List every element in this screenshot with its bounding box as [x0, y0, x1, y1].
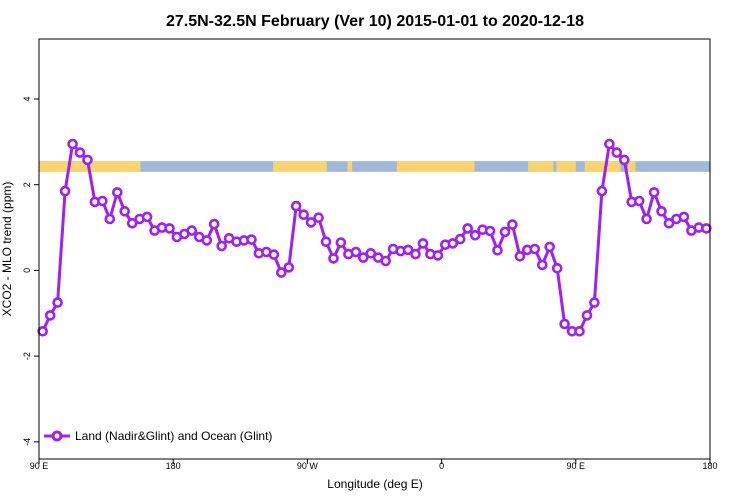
data-point: [328, 253, 339, 264]
data-point: [141, 211, 153, 223]
data-point: [119, 206, 130, 217]
data-point: [581, 310, 593, 321]
x-tick-label: 0: [439, 461, 444, 471]
data-point: [611, 147, 623, 158]
data-point: [298, 209, 310, 220]
x-tick-label: 180: [166, 461, 181, 471]
data-point: [559, 318, 570, 330]
data-point: [551, 262, 563, 274]
x-tick-label: 90 E: [30, 461, 49, 471]
data-point: [283, 262, 295, 273]
land-band-segment: [627, 161, 636, 172]
y-tick-label: 4: [22, 96, 32, 101]
x-tick-label: 180: [702, 461, 717, 471]
data-point: [275, 267, 287, 278]
y-axis-label: XCO2 - MLO trend (ppm): [0, 182, 14, 317]
legend-entry-label: Land (Nadir&Glint) and Ocean (Glint): [75, 429, 272, 443]
data-point: [290, 200, 302, 212]
data-point: [104, 213, 116, 225]
data-point: [82, 154, 93, 166]
x-tick-label: 90 W: [297, 461, 319, 471]
land-band-segment: [347, 161, 353, 172]
data-point: [410, 248, 421, 260]
data-point: [74, 147, 86, 158]
data-point: [216, 240, 227, 252]
data-point: [678, 211, 690, 223]
land-band-segment: [556, 161, 576, 172]
data-point: [44, 310, 56, 321]
data-point: [380, 255, 392, 267]
data-point: [112, 187, 123, 198]
data-point: [648, 187, 660, 198]
data-point: [447, 238, 459, 249]
data-point: [574, 325, 585, 337]
data-point: [67, 138, 78, 150]
data-point: [305, 217, 317, 228]
land-band-segment: [528, 161, 554, 172]
data-point: [656, 206, 667, 217]
data-point: [268, 249, 280, 260]
data-point: [462, 223, 474, 234]
legend-marker-swatch: [51, 430, 63, 442]
y-axis: -4 -2 0 2 4: [22, 96, 39, 446]
data-point: [164, 223, 175, 234]
data-point: [514, 250, 526, 262]
data-point: [589, 297, 600, 308]
y-tick-label: -4: [22, 438, 32, 446]
legend: Land (Nadir&Glint) and Ocean (Glint): [44, 429, 272, 443]
y-tick-label: 0: [22, 268, 32, 273]
data-point: [484, 225, 496, 237]
data-point: [536, 259, 548, 271]
data-point: [432, 250, 444, 261]
data-point: [246, 234, 257, 245]
data-point: [633, 195, 645, 207]
data-point: [492, 245, 503, 256]
x-tick-label: 90 E: [567, 461, 586, 471]
x-axis-label: Longitude (deg E): [327, 477, 422, 491]
series-line: [41, 142, 707, 333]
y-tick-label: 2: [22, 182, 32, 187]
y-tick-label: -2: [22, 352, 32, 360]
data-point: [350, 246, 362, 258]
data-point: [596, 185, 608, 197]
data-point: [402, 244, 414, 256]
data-point: [97, 195, 108, 207]
data-point: [499, 226, 511, 238]
data-point: [507, 219, 518, 230]
data-point: [335, 237, 347, 248]
ocean-band: [39, 161, 710, 172]
data-point: [201, 235, 213, 246]
data-point: [544, 241, 556, 253]
land-band-segment: [396, 161, 475, 172]
land-band-segment: [273, 161, 327, 172]
data-point: [365, 248, 377, 259]
data-point: [417, 238, 429, 249]
land-band-segment: [584, 161, 621, 172]
data-point: [357, 252, 369, 263]
data-point: [641, 213, 652, 225]
data-point: [52, 297, 63, 308]
data-point: [59, 185, 71, 197]
data-point: [618, 154, 630, 166]
data-point: [126, 218, 138, 229]
series-points: [37, 138, 712, 337]
data-point: [186, 225, 198, 236]
data-point: [469, 230, 481, 241]
data-point: [454, 233, 466, 245]
chart-title: 27.5N-32.5N February (Ver 10) 2015-01-01…: [166, 13, 584, 30]
data-point: [604, 138, 615, 150]
plot-frame: [38, 38, 711, 460]
data-point: [529, 243, 541, 255]
data-point: [37, 325, 49, 337]
data-point: [208, 218, 220, 230]
x-axis: 90 E 180 90 W 0 90 E 180: [30, 459, 718, 471]
surface-band: [39, 161, 710, 172]
data-point: [320, 236, 332, 247]
data-point: [663, 218, 675, 229]
data-point: [313, 212, 324, 223]
data-point: [700, 223, 712, 234]
